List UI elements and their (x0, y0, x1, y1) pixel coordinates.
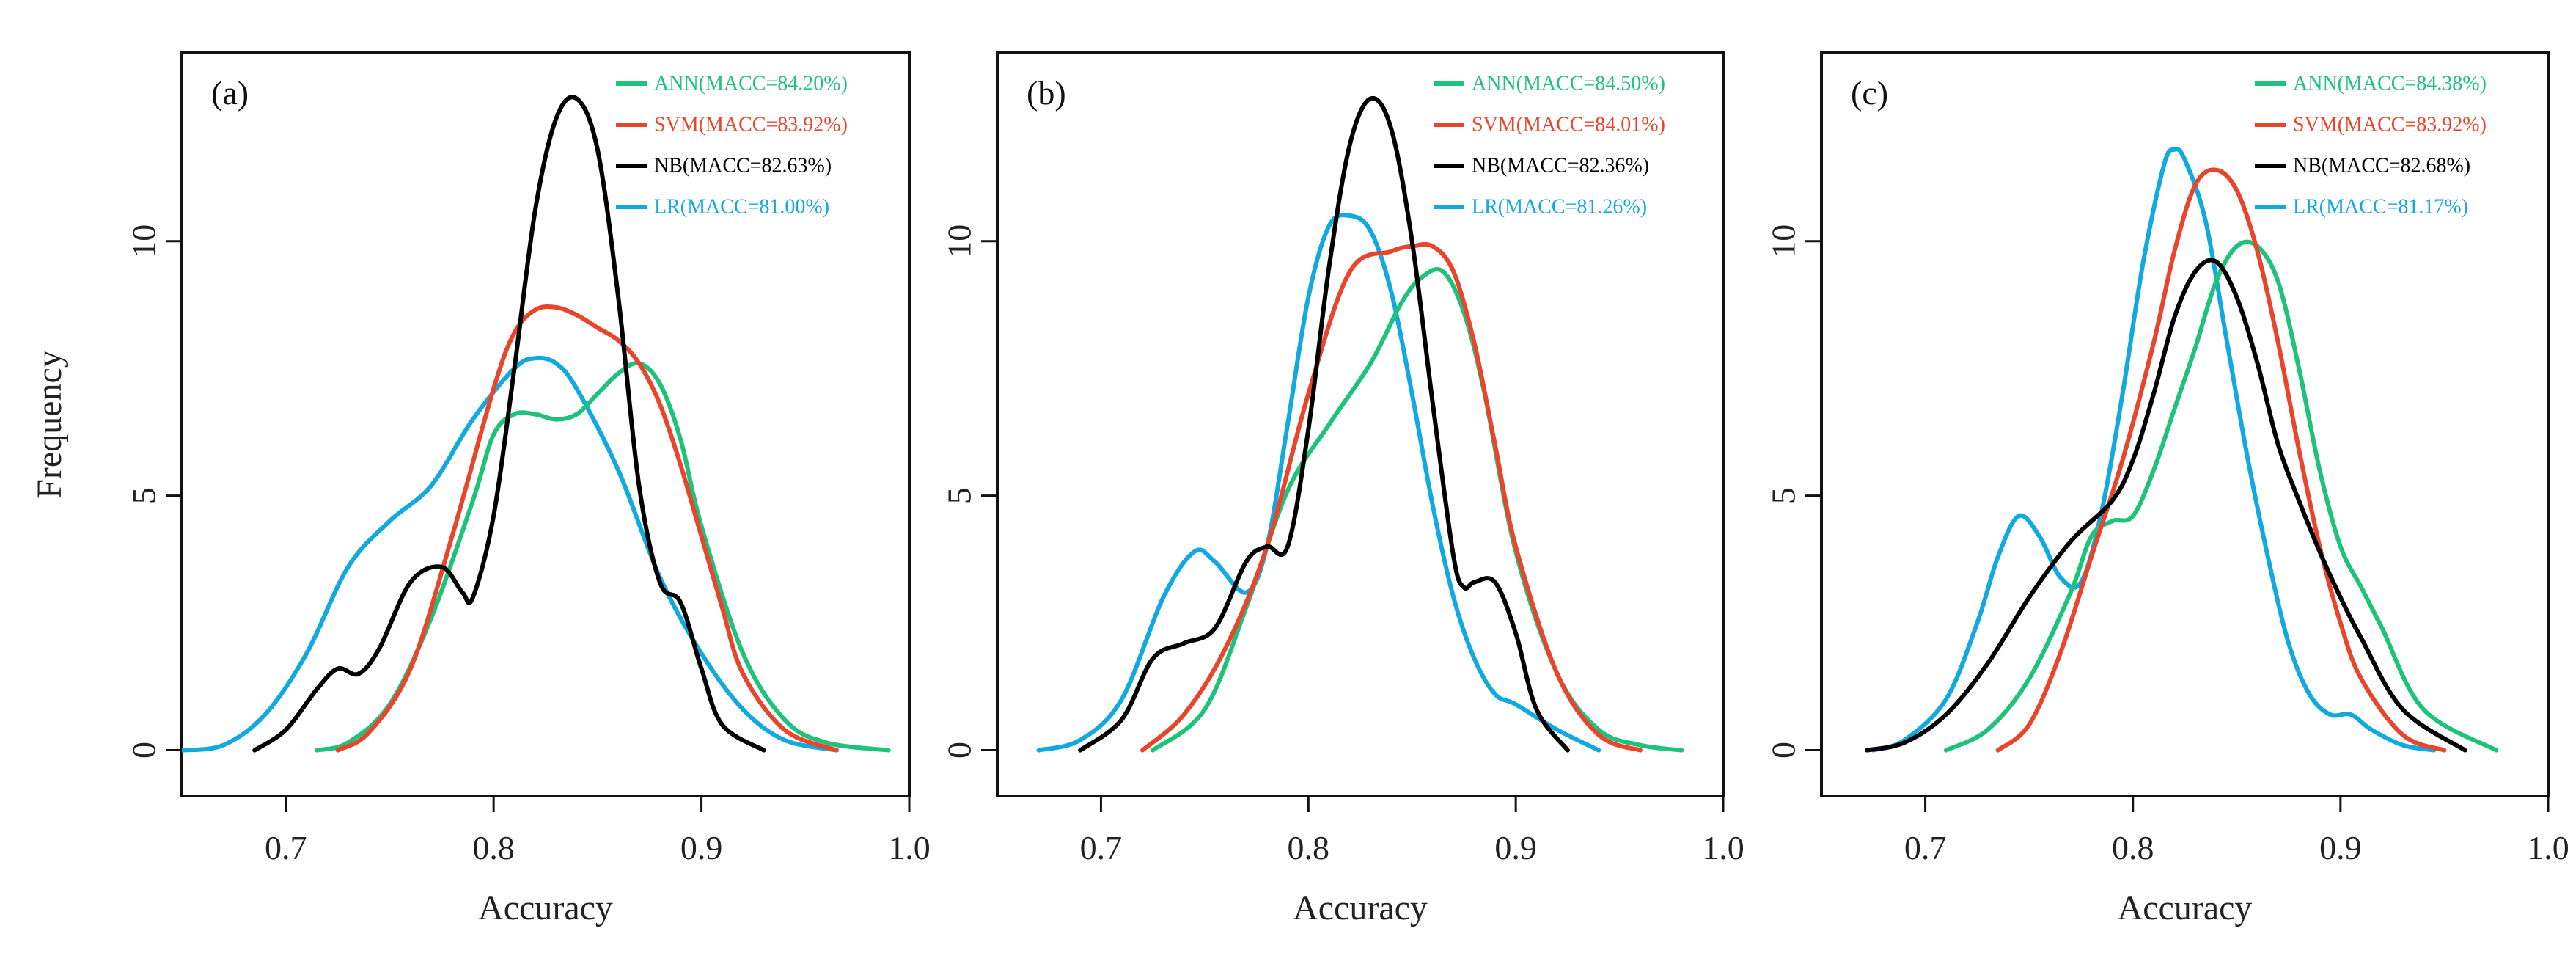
x-axis-title: Accuracy (1293, 888, 1428, 927)
y-tick-label: 0 (941, 742, 978, 759)
legend-label-svm: SVM(MACC=84.01%) (1472, 114, 1665, 136)
series-line-nb (1865, 258, 2467, 753)
x-tick-label: 0.9 (1494, 829, 1537, 866)
legend-label-ann: ANN(MACC=84.20%) (654, 73, 848, 95)
x-tick-label: 1.0 (2527, 829, 2569, 866)
legend-label-lr: LR(MACC=81.17%) (2293, 196, 2468, 219)
y-tick-label: 5 (125, 487, 163, 504)
plot-frame (1820, 51, 2550, 797)
x-tick-label: 1.0 (1702, 829, 1744, 866)
series-line-lr (182, 355, 839, 753)
panel-label: (a) (211, 74, 249, 112)
x-axis-title: Accuracy (2118, 888, 2253, 927)
legend-label-svm: SVM(MACC=83.92%) (654, 114, 848, 136)
legend-label-svm: SVM(MACC=83.92%) (2293, 114, 2487, 136)
series-line-nb (252, 95, 766, 753)
panel-a: 0.7 0.8 0.9 1.0 0 5 10 Accuracy Frequency (a) ANN(… (30, 51, 931, 927)
legend-label-nb: NB(MACC=82.63%) (654, 155, 832, 178)
x-tick-label: 1.0 (888, 829, 931, 866)
plot-frame (996, 51, 1725, 797)
panel-b: 0.7 0.8 0.9 1.0 0 5 10 Accuracy (b) ANN(MACC=84.5… (941, 51, 1744, 927)
y-tick-label: 5 (941, 487, 978, 504)
density-curves (1865, 147, 2499, 753)
legend-label-ann: ANN(MACC=84.38%) (2293, 73, 2487, 95)
series-line-lr (1036, 213, 1601, 753)
x-tick-label: 0.8 (472, 829, 515, 866)
x-tick-label: 0.7 (1904, 829, 1947, 866)
x-tick-label: 0.9 (680, 829, 723, 866)
legend-label-nb: NB(MACC=82.36%) (1472, 155, 1649, 178)
panel-label: (b) (1027, 74, 1066, 112)
x-tick-label: 0.9 (2319, 829, 2362, 866)
y-tick-label: 0 (125, 742, 163, 759)
series-line-svm (1140, 241, 1643, 753)
panel-label: (c) (1851, 74, 1888, 112)
series-line-nb (1078, 95, 1570, 753)
x-tick-label: 0.8 (1288, 829, 1330, 866)
series-line-svm (335, 304, 839, 753)
x-tick-label: 0.7 (1080, 829, 1123, 866)
legend-label-lr: LR(MACC=81.00%) (654, 196, 829, 219)
x-tick-label: 0.7 (265, 829, 307, 866)
density-curves (1036, 95, 1684, 753)
y-axis-title: Frequency (30, 350, 69, 499)
legend-label-nb: NB(MACC=82.68%) (2293, 155, 2470, 178)
y-tick-label: 10 (941, 224, 978, 258)
series-line-ann (1151, 267, 1684, 753)
x-tick-label: 0.8 (2112, 829, 2154, 866)
series-line-svm (1995, 167, 2447, 753)
y-tick-label: 10 (1765, 224, 1802, 258)
plot-frame (180, 51, 911, 797)
series-line-lr (1871, 147, 2437, 753)
y-tick-label: 0 (1765, 742, 1802, 759)
y-tick-label: 5 (1765, 487, 1802, 504)
density-curves (182, 95, 891, 753)
series-line-ann (315, 360, 891, 753)
legend-label-lr: LR(MACC=81.26%) (1472, 196, 1647, 219)
y-tick-label: 10 (125, 224, 163, 258)
x-axis-title: Accuracy (478, 888, 613, 927)
legend-label-ann: ANN(MACC=84.50%) (1472, 73, 1665, 95)
series-line-ann (1943, 239, 2499, 753)
panel-c: 0.7 0.8 0.9 1.0 0 5 10 Accuracy (c) ANN(MACC=84.3… (1765, 51, 2569, 927)
